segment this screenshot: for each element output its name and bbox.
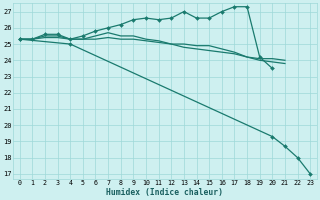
X-axis label: Humidex (Indice chaleur): Humidex (Indice chaleur): [107, 188, 223, 197]
